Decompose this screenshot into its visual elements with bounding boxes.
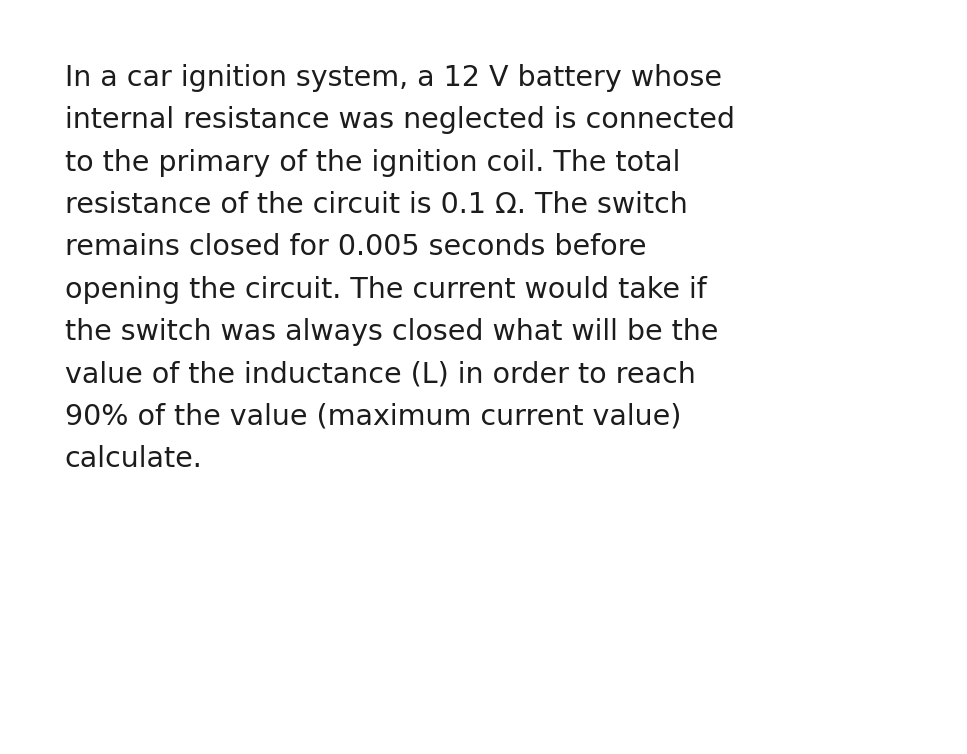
Text: In a car ignition system, a 12 V battery whose
internal resistance was neglected: In a car ignition system, a 12 V battery… xyxy=(65,64,735,473)
